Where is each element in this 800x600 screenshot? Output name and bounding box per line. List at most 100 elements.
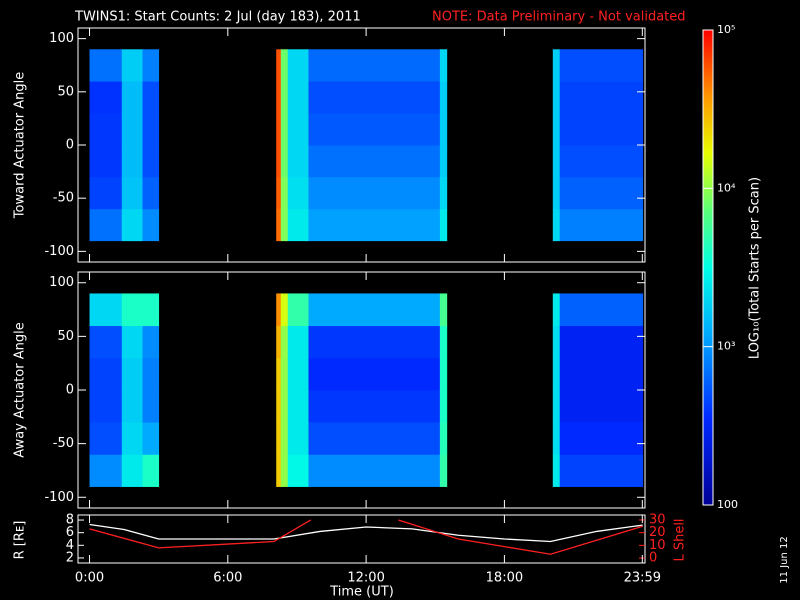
heatmap-cell — [439, 390, 448, 423]
colorbar — [702, 29, 714, 506]
y2-tick-label: 20 — [649, 525, 666, 540]
heatmap-cell — [287, 325, 309, 359]
y-tick-label: -50 — [53, 191, 74, 206]
y-tick-label: 100 — [49, 31, 74, 46]
heatmap-cell — [559, 293, 644, 327]
heatmap-cell — [308, 208, 441, 242]
heatmap-cell — [552, 113, 561, 146]
heatmap-cell — [287, 113, 309, 146]
heatmap-cell — [89, 208, 123, 242]
heatmap-cell — [280, 145, 289, 178]
heatmap-cell — [89, 49, 123, 82]
series-line — [89, 519, 312, 549]
heatmap-cell — [280, 49, 289, 82]
heatmap-cell — [89, 176, 123, 210]
heatmap-cell — [142, 208, 160, 242]
heatmap-cell — [121, 113, 143, 146]
heatmap-cell — [308, 81, 441, 114]
heatmap-cell — [89, 357, 123, 391]
y-tick-label: 6 — [66, 525, 74, 540]
heatmap-cell — [142, 390, 160, 423]
heatmap-cell — [121, 390, 143, 423]
heatmap-cell — [552, 454, 561, 487]
heatmap-cell — [276, 113, 282, 146]
heatmap-cell — [552, 357, 561, 391]
heatmap-cell — [142, 293, 160, 327]
heatmap-cell — [308, 422, 441, 455]
heatmap-cell — [89, 422, 123, 455]
heatmap-cell — [276, 49, 282, 82]
heatmap-cell — [559, 422, 644, 455]
heatmap-cell — [559, 81, 644, 114]
y-tick-label: 0 — [66, 138, 74, 153]
heatmap-cell — [559, 113, 644, 146]
heatmap-cell — [280, 422, 289, 455]
y-tick-label: 8 — [66, 513, 74, 528]
colorbar-tick-label: 10⁵ — [717, 23, 735, 36]
heatmap-cell — [276, 325, 282, 359]
heatmap-cell — [276, 293, 282, 327]
heatmap-cell — [308, 293, 441, 327]
y-tick-label: -100 — [44, 490, 74, 505]
heatmap-cell — [276, 208, 282, 242]
heatmap-cell — [89, 293, 123, 327]
heatmap-cell — [439, 422, 448, 455]
y-tick-label: 0 — [66, 383, 74, 398]
heatmap-cell — [287, 49, 309, 82]
heatmap-cell — [439, 454, 448, 487]
heatmap-cell — [287, 293, 309, 327]
heatmap-cell — [308, 49, 441, 82]
heatmap-cell — [439, 176, 448, 210]
heatmap-cell — [559, 454, 644, 487]
heatmap-cell — [439, 325, 448, 359]
heatmap-cell — [308, 176, 441, 210]
heatmap-cell — [559, 325, 644, 359]
heatmap-cell — [142, 454, 160, 487]
heatmap-cell — [280, 357, 289, 391]
heatmap-cell — [308, 113, 441, 146]
heatmap-cell — [142, 81, 160, 114]
heatmap-cell — [280, 176, 289, 210]
heatmap-cell — [552, 390, 561, 423]
heatmap-cell — [276, 390, 282, 423]
y-tick-label: -100 — [44, 244, 74, 259]
heatmap-cell — [552, 208, 561, 242]
y-tick-label: -50 — [53, 436, 74, 451]
heatmap-cell — [280, 293, 289, 327]
heatmap-cell — [287, 176, 309, 210]
heatmap-cell — [559, 390, 644, 423]
x-tick-label: 23:59 — [624, 571, 661, 586]
heatmap-cell — [280, 208, 289, 242]
heatmap-cell — [552, 49, 561, 82]
heatmap-cell — [89, 325, 123, 359]
colorbar-label: LOG₁₀(Total Starts per Scan) — [748, 177, 763, 359]
heatmap-cell — [89, 113, 123, 146]
heatmap-cell — [280, 81, 289, 114]
heatmap-cell — [142, 145, 160, 178]
heatmap-cell — [552, 325, 561, 359]
heatmap-cell — [439, 81, 448, 114]
heatmap-cell — [559, 208, 644, 242]
x-tick-label: 12:00 — [347, 571, 384, 586]
heatmap-cell — [121, 208, 143, 242]
y-tick-label: 2 — [66, 550, 74, 565]
y2-tick-label: 10 — [649, 538, 666, 553]
heatmap-cell — [308, 145, 441, 178]
heatmap-cell — [142, 357, 160, 391]
heatmap-cell — [121, 176, 143, 210]
heatmap-cell — [439, 49, 448, 82]
heatmap-cell — [276, 357, 282, 391]
heatmap-cell — [552, 293, 561, 327]
heatmap-cell — [89, 390, 123, 423]
heatmap-cell — [308, 357, 441, 391]
heatmap-cell — [276, 454, 282, 487]
y2-tick-label: 0 — [649, 551, 657, 566]
heatmap-cell — [559, 145, 644, 178]
chart-title: TWINS1: Start Counts: 2 Jul (day 183), 2… — [74, 10, 361, 25]
heatmap-cell — [121, 293, 143, 327]
heatmap-cell — [280, 113, 289, 146]
y-axis-label: Toward Actuator Angle — [13, 72, 28, 219]
y-tick-label: 4 — [66, 538, 74, 553]
heatmap-cell — [121, 49, 143, 82]
